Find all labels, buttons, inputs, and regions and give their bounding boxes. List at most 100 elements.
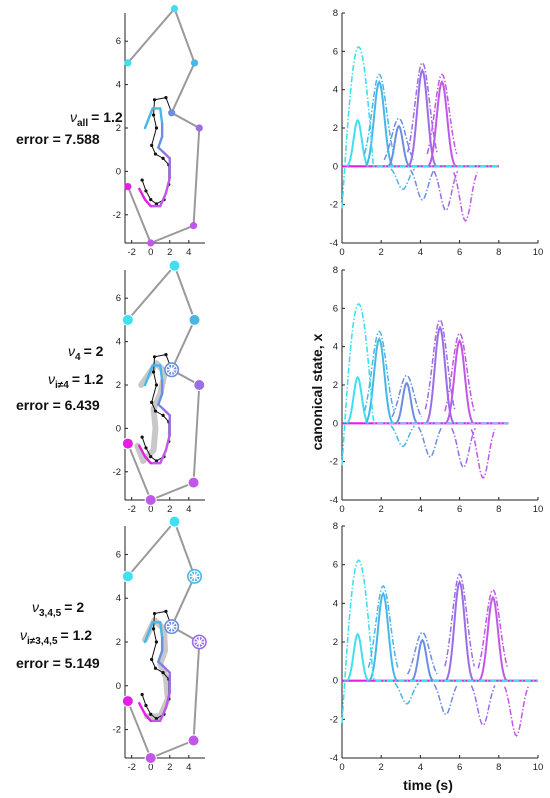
panel-2-spatial-y-tick-label: 4	[116, 337, 121, 348]
panel-2-reference-point	[154, 459, 159, 463]
panel-1-reference-point	[149, 198, 153, 202]
panel-2-reference-point	[153, 409, 158, 413]
nu-main-value-3: = 2	[64, 599, 84, 615]
panel-2-spatial-y-tick-label: 6	[116, 293, 121, 304]
error-text-2: error = 6.439	[16, 397, 100, 413]
panel-3-output-segment	[161, 664, 171, 674]
panel-2-reference-point	[154, 383, 159, 387]
panel-2-dashed-cyan	[341, 302, 509, 466]
panel-2-solid-series	[364, 336, 394, 424]
panel-3-dashed-series	[444, 573, 476, 667]
panel-2-joint	[187, 476, 200, 489]
panel-1-time-y-tick-label: 8	[333, 8, 338, 19]
panel-2-joint	[144, 494, 157, 506]
panel-1-time-y-tick-label: 6	[333, 46, 338, 57]
panel-2-reference-point	[149, 455, 153, 459]
panel-3-spatial-x-tick-label: 2	[167, 762, 172, 773]
panel-1-output-segment	[159, 191, 168, 208]
panel-3-time-x-tick-label: 10	[533, 762, 544, 773]
panel-1-dashed-negative	[433, 170, 459, 212]
panel-2-reference-point	[144, 446, 148, 450]
panel-3-time-y-tick-label: 2	[333, 637, 338, 648]
panel-3-output-segment	[159, 621, 164, 639]
panel-3-time-x-tick-label: 0	[339, 762, 344, 773]
panel-3-time-y-tick-label: -2	[330, 714, 338, 725]
panel-3-output-segment	[159, 706, 168, 722]
panel-2-time-y-tick-label: 0	[333, 418, 338, 429]
panel-1-spatial-y-tick-label: -2	[113, 210, 121, 221]
panel-3-solid-series	[410, 638, 434, 682]
nu-sub-value-2: = 1.2	[72, 371, 104, 387]
panel-3-time-x-tick-label: 4	[418, 762, 423, 773]
panel-3-dashed-series	[477, 588, 509, 669]
panel-1-reference-point	[140, 178, 144, 182]
panel-3-spatial-y-tick-label: 6	[116, 549, 121, 560]
panel-2-dashed-series	[391, 374, 423, 418]
panel-2-spatial-x-tick-label: -2	[127, 504, 135, 515]
panel-2-output-segment	[164, 433, 171, 452]
panel-1-time-x-tick-label: 10	[533, 247, 544, 258]
panel-2-dashed-negative	[417, 426, 443, 458]
panel-1-solid-series	[407, 68, 437, 167]
error-text-3: error = 5.149	[16, 655, 100, 671]
panel-2-output-segment	[138, 444, 147, 458]
panel-2-dashed-negative	[390, 425, 416, 448]
panel-2-arm-link	[150, 481, 194, 501]
panel-2-dashed-negative	[451, 427, 476, 469]
panel-1-output-segment	[157, 135, 164, 149]
svg-text:ν4= 2: ν4 = 2	[68, 343, 104, 363]
panel-1-spatial-y-tick-label: 6	[116, 36, 121, 47]
panel-2-output-segment	[143, 364, 154, 387]
panel-3-arm-link	[192, 641, 201, 741]
panel-3-joint-spoke	[189, 571, 200, 582]
panel-3-spatial-x-tick-label: -2	[127, 762, 135, 773]
panel-1-time-x-tick-label: 6	[457, 247, 462, 258]
nu-main-sub-2: 4	[75, 352, 81, 363]
panel-2-reference-point	[161, 413, 165, 417]
panel-2-dashed-series	[363, 330, 395, 412]
panel-3-reference-point	[151, 627, 156, 631]
panel-2-time-y-tick-label: 2	[333, 380, 338, 391]
panel-2-output-segment	[159, 364, 164, 382]
panel-2-arm-link	[127, 265, 176, 321]
panel-1-time-y-tick-label: 0	[333, 161, 338, 172]
panel-1-spatial-x-tick-label: 4	[186, 247, 191, 258]
panel-3-output-segment	[164, 691, 171, 709]
panel-3-dashed-negative	[394, 682, 420, 705]
nu-sub-sub-2: i≠4	[55, 380, 69, 391]
panel-1-arm-link	[170, 62, 196, 114]
panel-1-joint	[170, 5, 179, 13]
panel-1-time-y-tick-label: 2	[333, 123, 338, 134]
panel-2-time-x-tick-label: 0	[339, 504, 344, 515]
panel-1-reference-point	[152, 98, 157, 102]
panel-2-output-segment	[159, 448, 168, 465]
panel-2-time-x-tick-label: 6	[457, 504, 462, 515]
panel-2-spatial-y-tick-label: 0	[116, 423, 121, 434]
panel-3-reference-point	[154, 717, 159, 721]
panel-3-reference-point	[150, 657, 154, 662]
panel-1-joint	[168, 109, 176, 117]
panel-3-joint-spoke	[166, 621, 177, 632]
panel-2-joint	[121, 313, 134, 326]
panel-2-joint-spoke	[166, 364, 177, 375]
panel-3-time-y-tick-label: -4	[330, 753, 338, 764]
panel-1-dashed-negative	[409, 169, 435, 201]
panel-2-time-x-tick-label: 10	[533, 504, 544, 515]
x-axis-label: time (s)	[403, 777, 453, 793]
panel-1-solid-series	[427, 79, 457, 167]
panel-3-time-x-tick-label: 6	[457, 762, 462, 773]
panel-1-arm-link	[171, 111, 200, 129]
panel-2-spatial-x-tick-label: 0	[148, 504, 153, 515]
panel-1-solid-series	[346, 118, 370, 168]
panel-1-spatial-y-tick-label: 0	[116, 166, 121, 177]
panel-3-dashed-negative	[503, 686, 529, 737]
panel-3-arm-link	[170, 575, 196, 628]
panel-1-joint	[195, 124, 203, 132]
panel-2-output-segment	[143, 455, 152, 465]
panel-2-time-y-tick-label: 4	[333, 342, 338, 353]
panel-3-spatial-y-tick-label: -2	[113, 725, 121, 736]
panel-2-arm-link	[173, 265, 196, 321]
panel-1-arm-link	[127, 8, 176, 64]
panel-2-output-segment	[157, 392, 164, 406]
